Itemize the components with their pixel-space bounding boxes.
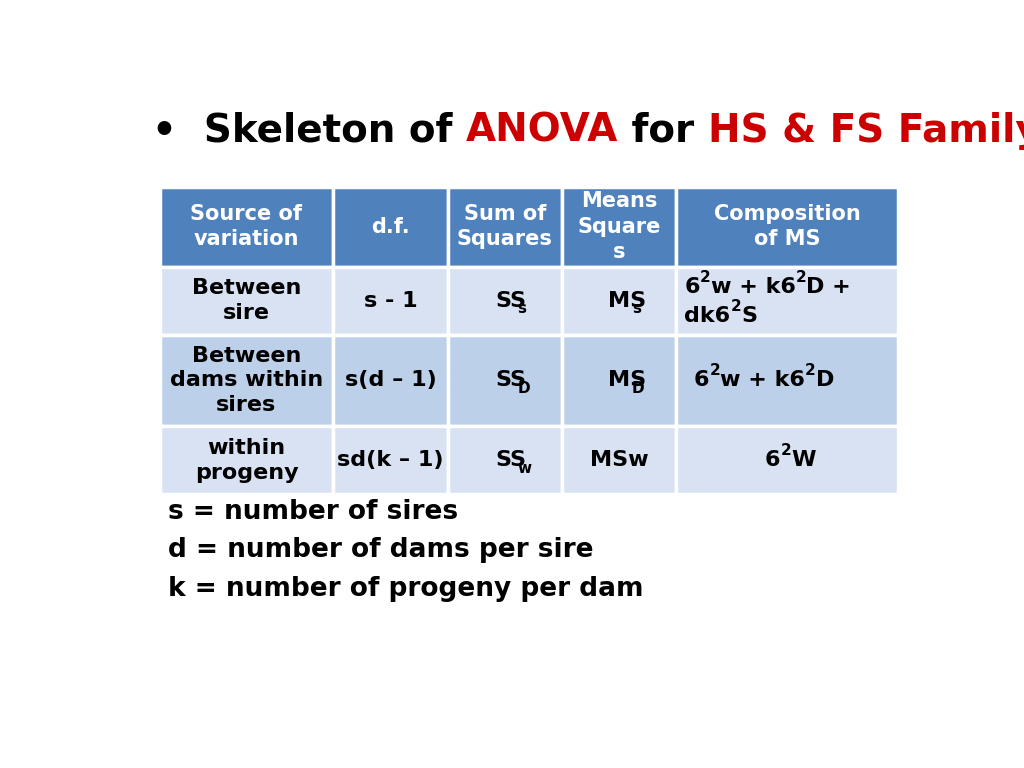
Text: 6: 6	[684, 277, 699, 297]
Bar	[562, 426, 677, 495]
Text: SS: SS	[496, 290, 526, 310]
Bar	[677, 335, 898, 426]
Text: 6: 6	[694, 370, 710, 390]
Text: w + k6: w + k6	[711, 277, 796, 297]
Text: s: s	[632, 301, 641, 316]
Text: s: s	[517, 301, 526, 316]
Text: dk6: dk6	[684, 306, 730, 326]
Text: W: W	[792, 450, 815, 470]
Bar	[562, 187, 677, 266]
Bar	[447, 426, 562, 495]
Text: MS: MS	[608, 370, 646, 390]
Bar	[447, 266, 562, 335]
Text: S: S	[741, 306, 757, 326]
Text: sd(k – 1): sd(k – 1)	[337, 450, 443, 470]
Text: s - 1: s - 1	[364, 290, 417, 310]
Text: Means
Square
s: Means Square s	[578, 191, 660, 263]
Text: D: D	[517, 381, 530, 396]
Text: Between
sire: Between sire	[191, 278, 301, 323]
Bar	[333, 335, 447, 426]
Bar	[160, 266, 333, 335]
Text: for: for	[618, 111, 708, 150]
Text: 6: 6	[765, 450, 780, 470]
Text: MSw: MSw	[590, 450, 648, 470]
Text: Source of
variation: Source of variation	[190, 204, 302, 250]
Text: SS: SS	[496, 450, 526, 470]
Text: Composition
of MS: Composition of MS	[714, 204, 860, 250]
Text: d.f.: d.f.	[371, 217, 410, 237]
Bar	[160, 335, 333, 426]
Text: within
progeny: within progeny	[195, 438, 298, 482]
Bar	[333, 426, 447, 495]
Bar	[677, 426, 898, 495]
Text: w: w	[517, 461, 531, 476]
Text: w + k6: w + k6	[720, 370, 805, 390]
Text: s = number of sires: s = number of sires	[168, 499, 458, 525]
Text: Sum of
Squares: Sum of Squares	[457, 204, 553, 250]
Text: D +: D +	[806, 277, 851, 297]
Text: 2: 2	[805, 363, 816, 379]
Bar	[562, 335, 677, 426]
Text: •  Skeleton of: • Skeleton of	[152, 111, 466, 150]
Text: 2: 2	[730, 299, 741, 313]
Text: d = number of dams per sire: d = number of dams per sire	[168, 538, 593, 564]
Text: 2: 2	[699, 270, 711, 285]
Text: Between
dams within
sires: Between dams within sires	[170, 346, 324, 415]
Bar	[677, 187, 898, 266]
Bar	[562, 266, 677, 335]
Text: SS: SS	[496, 370, 526, 390]
Text: 2: 2	[710, 363, 720, 379]
Bar	[677, 266, 898, 335]
Text: ANOVA: ANOVA	[466, 111, 618, 150]
Bar	[447, 187, 562, 266]
Text: D: D	[816, 370, 835, 390]
Text: HS & FS Family: HS & FS Family	[708, 111, 1024, 150]
Bar	[333, 266, 447, 335]
Bar	[447, 335, 562, 426]
Bar	[160, 426, 333, 495]
Text: 2: 2	[796, 270, 806, 285]
Text: k = number of progeny per dam: k = number of progeny per dam	[168, 576, 643, 602]
Text: D: D	[632, 381, 644, 396]
Bar	[333, 187, 447, 266]
Text: s(d – 1): s(d – 1)	[344, 370, 436, 390]
Text: MS: MS	[608, 290, 646, 310]
Text: 2: 2	[780, 443, 792, 458]
Bar	[160, 187, 333, 266]
